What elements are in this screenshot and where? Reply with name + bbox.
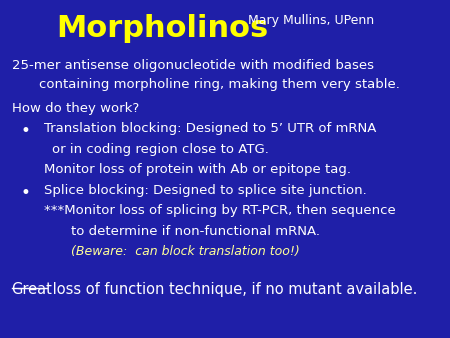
Text: 25-mer antisense oligonucleotide with modified bases: 25-mer antisense oligonucleotide with mo… (12, 59, 373, 72)
Text: Great: Great (12, 282, 53, 297)
Text: Mary Mullins, UPenn: Mary Mullins, UPenn (248, 14, 374, 26)
Text: Splice blocking: Designed to splice site junction.: Splice blocking: Designed to splice site… (45, 184, 367, 197)
Text: •: • (20, 122, 30, 140)
Text: containing morpholine ring, making them very stable.: containing morpholine ring, making them … (39, 78, 400, 91)
Text: Morpholinos: Morpholinos (56, 14, 268, 43)
Text: •: • (20, 184, 30, 202)
Text: Translation blocking: Designed to 5’ UTR of mRNA: Translation blocking: Designed to 5’ UTR… (45, 122, 377, 135)
Text: How do they work?: How do they work? (12, 102, 139, 115)
Text: ***Monitor loss of splicing by RT-PCR, then sequence: ***Monitor loss of splicing by RT-PCR, t… (45, 204, 396, 217)
Text: loss of function technique, if no mutant available.: loss of function technique, if no mutant… (48, 282, 418, 297)
Text: (Beware:  can block translation too!): (Beware: can block translation too!) (72, 245, 300, 258)
Text: Monitor loss of protein with Ab or epitope tag.: Monitor loss of protein with Ab or epito… (45, 163, 351, 176)
Text: to determine if non-functional mRNA.: to determine if non-functional mRNA. (72, 225, 320, 238)
Text: or in coding region close to ATG.: or in coding region close to ATG. (52, 143, 269, 155)
